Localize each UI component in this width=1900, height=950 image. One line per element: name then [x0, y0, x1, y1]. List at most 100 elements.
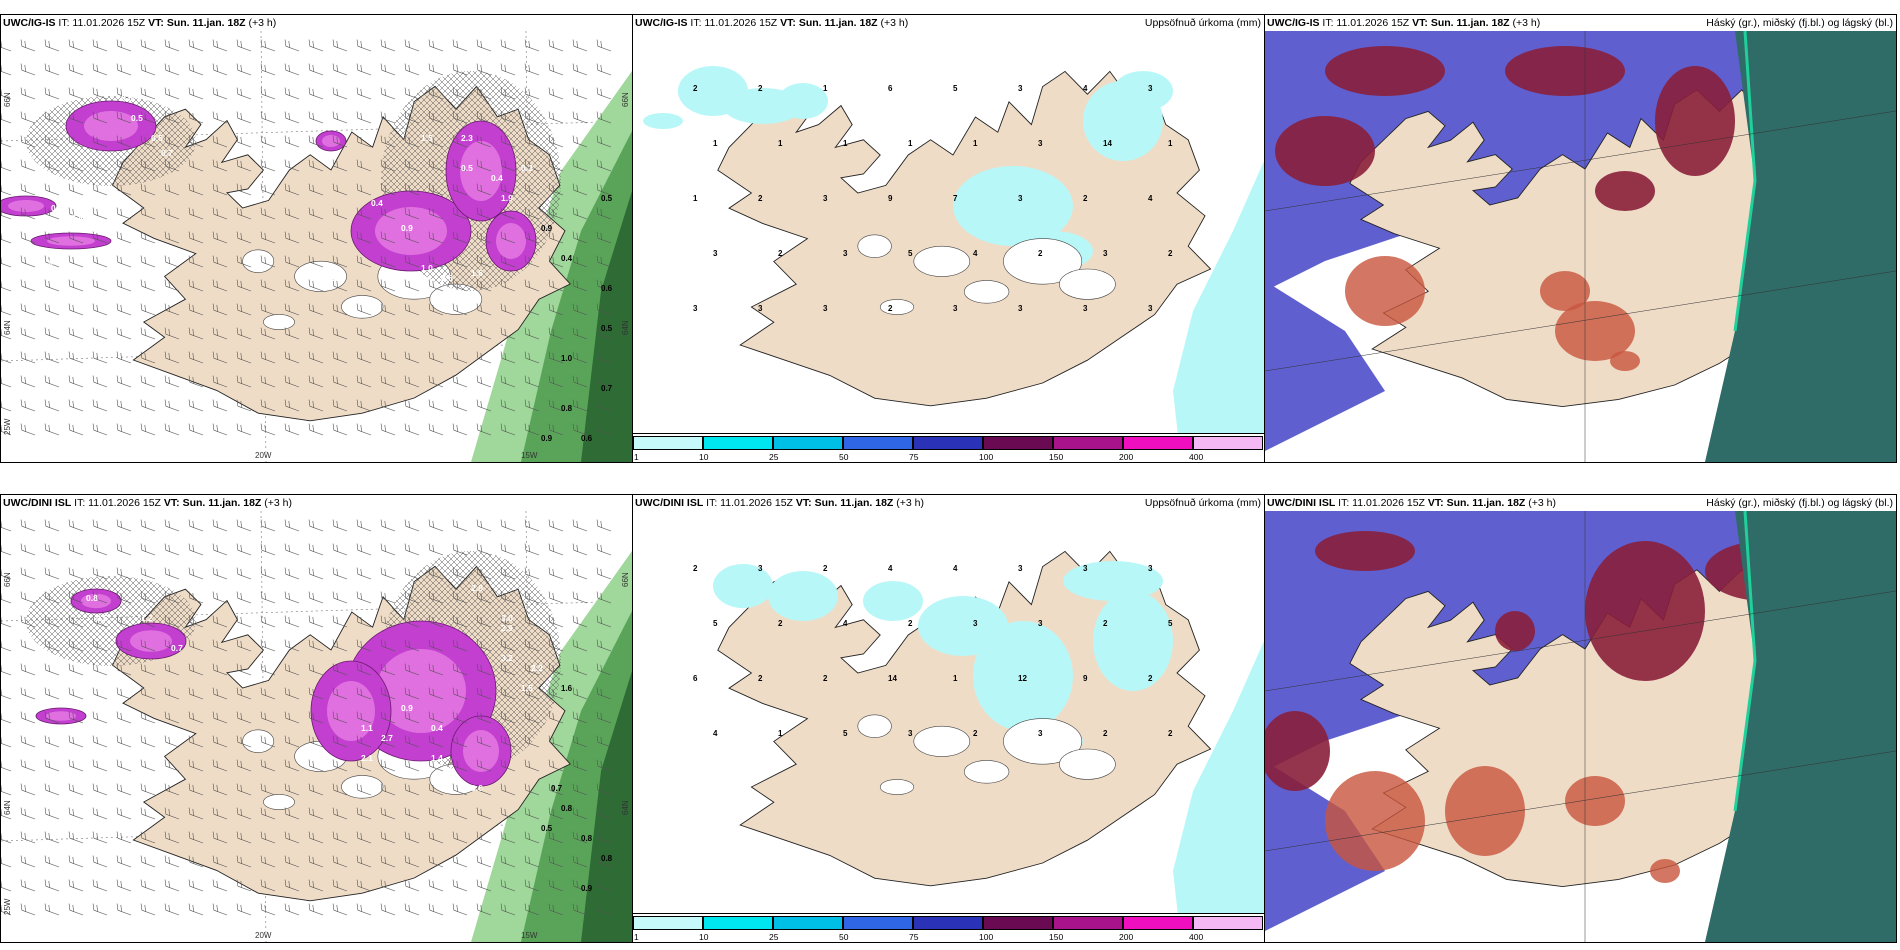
- wind-barb: [164, 63, 180, 76]
- high-cloud-area: [1495, 611, 1535, 651]
- wind-barb: [164, 639, 180, 652]
- wind-barb: [236, 231, 252, 244]
- wind-barb: [404, 759, 420, 772]
- lat-label: 66N: [621, 572, 630, 587]
- wind-barb: [92, 519, 108, 532]
- wind-barb: [332, 879, 348, 892]
- wind-barb: [212, 615, 228, 628]
- wind-barb: [20, 855, 36, 868]
- wind-barb: [236, 855, 252, 868]
- precip-map-r2: 2 3 2 4 4 3 3 3 5 2 4 2 3 3 2 5 6 2 2 14 1 12 9 2 4 1 5 3 2 3 2 2: [633, 511, 1264, 916]
- wind-barb: [68, 759, 84, 772]
- wind-barb: [596, 207, 612, 220]
- wind-barb: [188, 135, 204, 148]
- wind-barb: [332, 639, 348, 652]
- wind-barb: [572, 39, 588, 52]
- wind-value-label: 0.6: [471, 783, 483, 793]
- wind-barb: [428, 207, 444, 220]
- wind-barb: [188, 255, 204, 268]
- wind-barb: [1, 232, 12, 244]
- wind-barb: [500, 39, 516, 52]
- glacier: [857, 714, 892, 738]
- wind-barb: [236, 807, 252, 820]
- precip-value-label: 2: [778, 249, 783, 258]
- wind-barb: [212, 855, 228, 868]
- colorbar-tick: 50: [839, 932, 849, 942]
- glacier: [242, 729, 275, 753]
- wind-barb: [284, 567, 300, 580]
- wind-barb: [164, 519, 180, 532]
- wind-barb: [332, 807, 348, 820]
- wind-barb: [356, 135, 372, 148]
- wind-barb: [404, 591, 420, 604]
- wind-barb: [140, 759, 156, 772]
- wind-barb: [452, 351, 468, 364]
- wind-barb: [236, 39, 252, 52]
- wind-barb: [500, 615, 516, 628]
- wind-barb: [524, 135, 540, 148]
- wind-barb: [428, 903, 444, 916]
- wind-barb: [92, 183, 108, 196]
- high-cloud-area: [1315, 531, 1415, 571]
- wind-barb: [20, 879, 36, 892]
- wind-barb: [1, 64, 12, 76]
- colorbar-swatch: [983, 436, 1053, 450]
- wind-barb: [164, 159, 180, 172]
- wind-barb: [380, 303, 396, 316]
- wind-value-label: 1.1: [361, 723, 373, 733]
- wind-barb: [116, 111, 132, 124]
- wind-barb: [308, 831, 324, 844]
- glacier: [913, 725, 971, 757]
- wind-barb: [308, 543, 324, 556]
- wind-barb: [1, 328, 12, 340]
- wind-barb: [68, 711, 84, 724]
- precip-value-label: 3: [1083, 564, 1088, 573]
- wind-barb: [116, 735, 132, 748]
- wind-barb: [212, 759, 228, 772]
- wind-barb: [284, 519, 300, 532]
- product-title: Uppsöfnuð úrkoma (mm): [1144, 497, 1261, 509]
- wind-barb: [236, 135, 252, 148]
- precip-sea-area: [1173, 161, 1264, 436]
- precip-value-label: 3: [1038, 619, 1043, 628]
- wind-barb: [188, 687, 204, 700]
- wind-barb: [596, 231, 612, 244]
- wind-barb: [452, 327, 468, 340]
- precip-value-label: 4: [843, 619, 848, 628]
- wind-barb: [20, 279, 36, 292]
- wind-barb: [188, 423, 204, 436]
- precip-value-label: 4: [1148, 194, 1153, 203]
- wind-barb: [92, 855, 108, 868]
- wind-value-label: 1.6: [561, 684, 573, 693]
- wind-barb: [428, 519, 444, 532]
- wind-barb: [236, 159, 252, 172]
- wind-barb: [452, 807, 468, 820]
- wind-barb: [356, 39, 372, 52]
- wind-barb: [92, 39, 108, 52]
- wind-barb: [140, 543, 156, 556]
- wind-barb: [500, 783, 516, 796]
- wind-barb: [428, 303, 444, 316]
- panel-r1-wind: UWC/IG-IS IT: 11.01.2026 15Z VT: Sun. 11…: [0, 14, 633, 463]
- wind-barb: [308, 87, 324, 100]
- glacier: [341, 295, 384, 319]
- wind-barb: [452, 687, 468, 700]
- wind-barb: [116, 231, 132, 244]
- wind-barb: [524, 543, 540, 556]
- wind-barb: [44, 279, 60, 292]
- wind-barb: [596, 615, 612, 628]
- graticule-line: [1265, 110, 1896, 212]
- wind-barb: [20, 663, 36, 676]
- wind-barb: [476, 327, 492, 340]
- wind-barb: [596, 639, 612, 652]
- wind-barb: [20, 903, 36, 916]
- wind-barb: [68, 111, 84, 124]
- wind-barb: [524, 279, 540, 292]
- wind-barb: [284, 207, 300, 220]
- wind-barb: [188, 591, 204, 604]
- wind-barb: [428, 423, 444, 436]
- wind-barb: [548, 759, 564, 772]
- wind-barb: [284, 783, 300, 796]
- wind-barb: [68, 39, 84, 52]
- wind-barb: [380, 903, 396, 916]
